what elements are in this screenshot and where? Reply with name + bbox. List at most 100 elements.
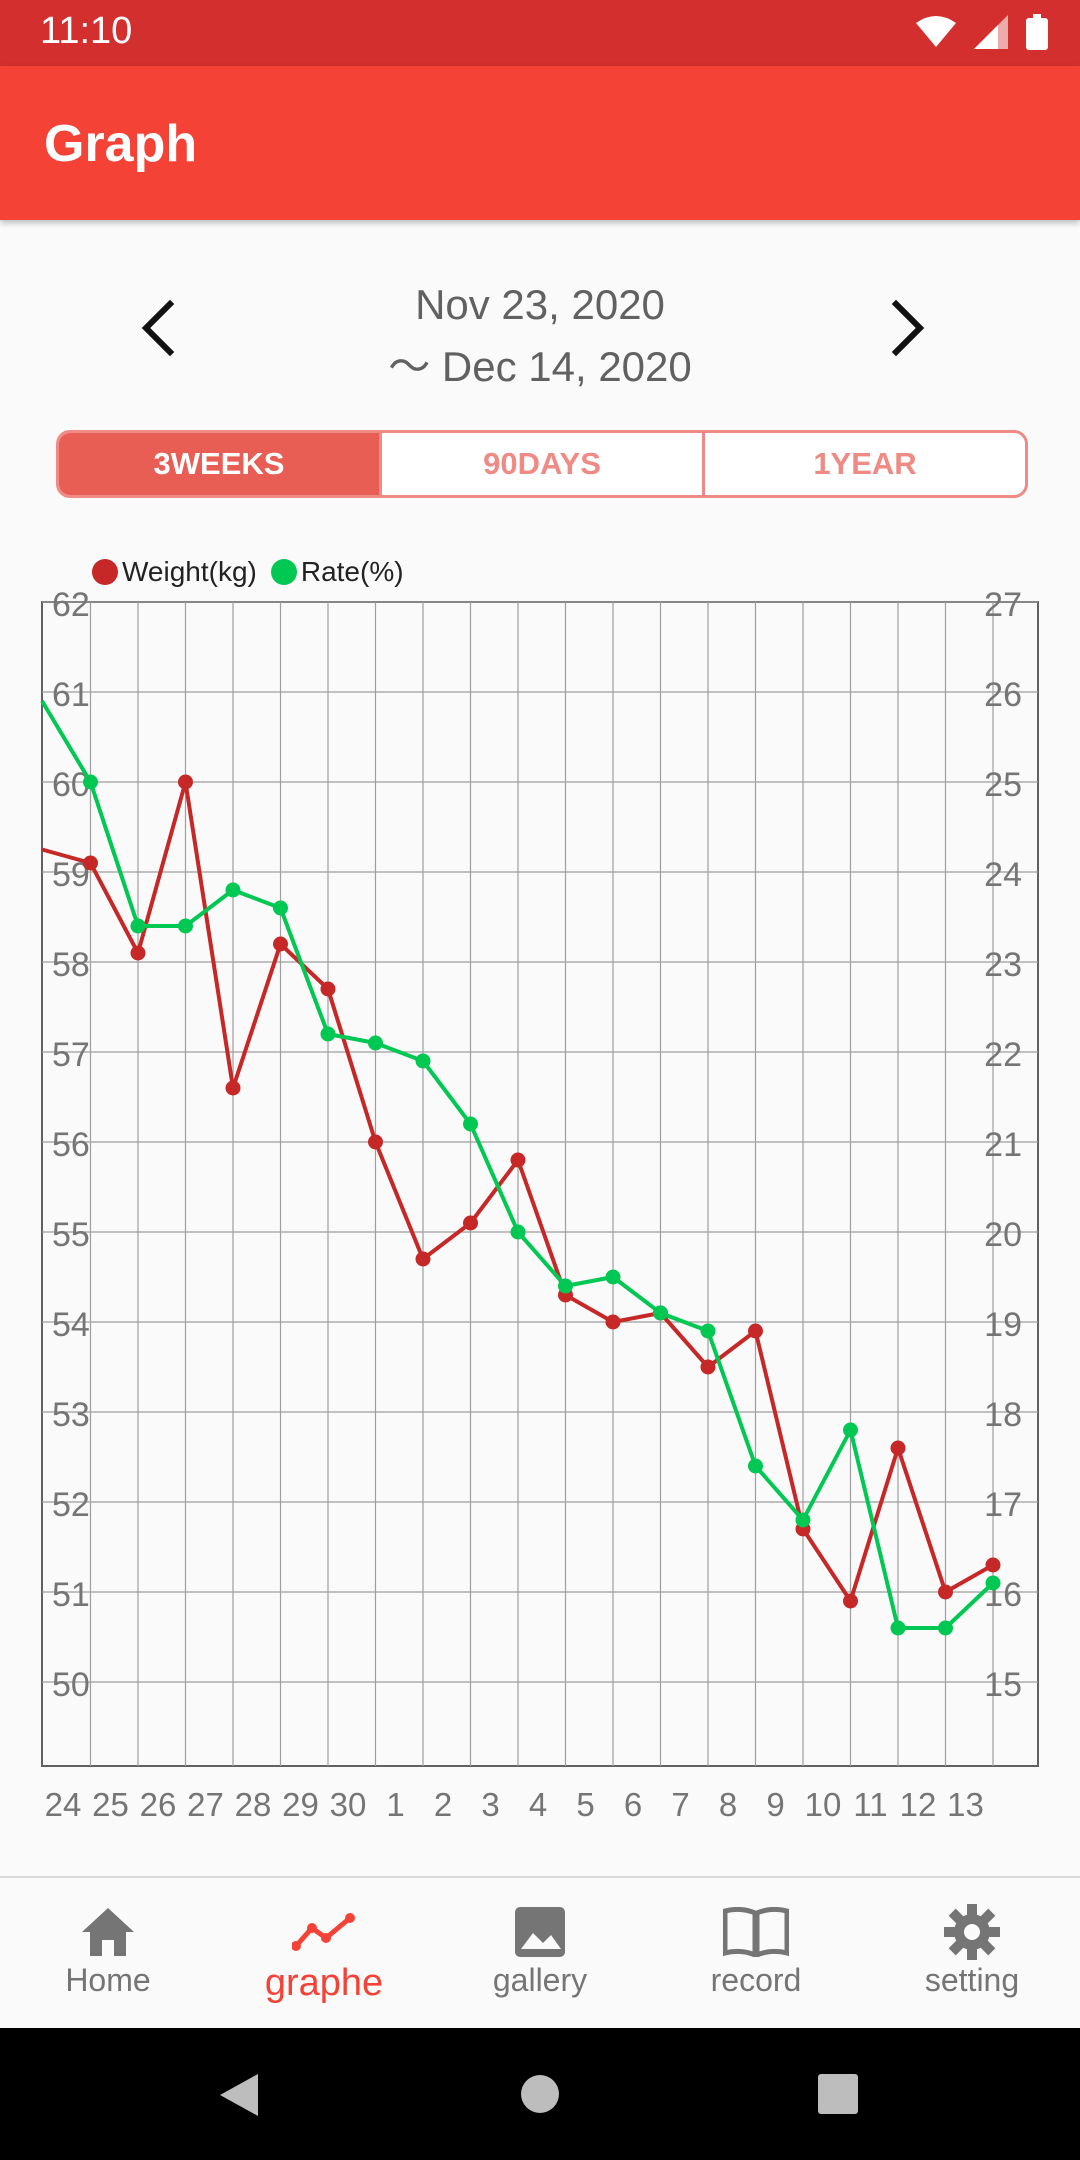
x-axis-tick-label: 9 [766,1786,784,1823]
x-axis-tick-label: 1 [386,1786,404,1823]
right-axis-tick-label: 26 [984,676,1022,714]
rate-data-point [178,918,193,934]
rate-data-point [273,900,288,916]
x-axis-tick-label: 29 [282,1786,319,1823]
left-axis-tick-label: 57 [52,1036,90,1074]
rate-data-point [653,1305,668,1321]
legend-rate: Rate(%) [270,556,404,588]
nav-setting-label: setting [924,1962,1020,1998]
legend-weight-label: Weight(kg) [122,556,257,587]
next-period-icon[interactable] [876,298,936,358]
rate-data-point [748,1458,763,1474]
x-axis-tick-label: 3 [481,1786,499,1823]
right-axis-tick-label: 20 [984,1216,1022,1254]
home-icon [82,1908,134,1956]
recents-icon[interactable] [818,2074,858,2114]
previous-period-icon[interactable] [130,298,190,358]
weight-data-point [130,945,146,961]
right-axis-tick-label: 23 [984,946,1022,984]
x-axis-tick-label: 10 [805,1786,842,1823]
x-axis-tick-label: 6 [624,1786,642,1823]
right-axis-tick-label: 24 [984,856,1022,894]
nav-gallery[interactable]: gallery [432,1878,648,2030]
x-axis-tick-label: 30 [330,1786,367,1823]
tab-90days[interactable]: 90DAYS [379,433,702,495]
weight-data-point [320,981,336,997]
date-range-text: Nov 23, 2020 〜 Dec 14, 2020 [300,274,780,398]
bottom-navigation: Home graphe gallery record setting [0,1876,1080,2030]
legend-rate-swatch [270,559,297,585]
left-axis-tick-label: 62 [52,586,90,624]
weight-data-point [700,1359,716,1375]
left-axis-tick-label: 53 [52,1396,90,1434]
weight-data-point [225,1080,241,1096]
right-axis-tick-label: 21 [984,1126,1022,1164]
weight-data-point [368,1134,383,1150]
left-axis-tick-label: 55 [52,1216,90,1254]
left-axis-tick-label: 54 [52,1306,90,1344]
nav-record[interactable]: record [648,1878,864,2030]
rate-data-point [795,1512,811,1528]
legend-weight: Weight(kg) [92,556,257,588]
battery-icon [1026,14,1048,50]
rate-data-point [320,1026,336,1042]
weight-data-point [938,1584,953,1600]
nav-home[interactable]: Home [0,1878,216,2030]
rate-data-point [225,882,241,898]
nav-graphe-label: graphe [264,1962,384,2004]
weight-data-point [985,1557,1001,1573]
rate-data-point [938,1620,953,1636]
tab-3weeks[interactable]: 3WEEKS [59,433,379,495]
app-bar: Graph [0,66,1080,220]
weight-rate-chart: 5051525354555657585960616215161718192021… [40,586,1039,1823]
image-icon [515,1907,565,1957]
range-end: 〜 Dec 14, 2020 [388,343,692,390]
right-axis-tick-label: 22 [984,1036,1022,1074]
nav-graphe[interactable]: graphe [216,1878,432,2030]
right-axis-tick-label: 18 [984,1396,1022,1434]
rate-data-point [843,1422,858,1438]
weight-data-point [83,855,98,871]
rate-data-point [985,1575,1001,1591]
rate-data-point [368,1035,383,1051]
left-axis-tick-label: 58 [52,946,90,984]
rate-data-point [605,1269,621,1285]
status-bar: 11:10 [0,0,1080,66]
x-axis-tick-label: 28 [235,1786,272,1823]
rate-data-point [558,1278,573,1294]
home-circle-icon[interactable] [520,2074,560,2114]
chart-legend: Weight(kg) Rate(%) [92,556,418,588]
signal-icon [974,15,1008,49]
weight-data-point [415,1251,431,1267]
range-start: Nov 23, 2020 [415,281,665,328]
status-icons [916,14,1048,50]
nav-record-label: record [710,1962,802,1998]
rate-data-point [463,1116,478,1132]
x-axis-tick-label: 4 [529,1786,547,1823]
weight-data-point [843,1593,858,1609]
x-axis-tick-label: 8 [719,1786,737,1823]
right-axis-tick-label: 15 [984,1666,1022,1704]
back-icon[interactable] [218,2072,260,2118]
right-axis-tick-label: 19 [984,1306,1022,1344]
weight-data-point [890,1440,906,1456]
weight-data-point [273,936,288,952]
x-axis-tick-label: 2 [434,1786,452,1823]
nav-gallery-label: gallery [492,1962,588,1998]
x-axis-tick-label: 25 [92,1786,129,1823]
right-axis-tick-label: 25 [984,766,1022,804]
x-axis-tick-label: 26 [140,1786,177,1823]
weight-data-point [178,774,193,790]
left-axis-tick-label: 52 [52,1486,90,1524]
left-axis-tick-label: 61 [52,676,90,714]
wifi-icon [916,16,956,47]
nav-home-label: Home [65,1962,151,1998]
x-axis-tick-label: 24 [45,1786,82,1823]
nav-setting[interactable]: setting [864,1878,1080,2030]
weight-data-point [463,1215,478,1231]
x-axis-tick-label: 12 [900,1786,937,1823]
x-axis-tick-label: 27 [187,1786,224,1823]
page-title: Graph [44,115,198,173]
tab-1year[interactable]: 1YEAR [702,433,1025,495]
period-segmented-control: 3WEEKS 90DAYS 1YEAR [56,430,1028,498]
